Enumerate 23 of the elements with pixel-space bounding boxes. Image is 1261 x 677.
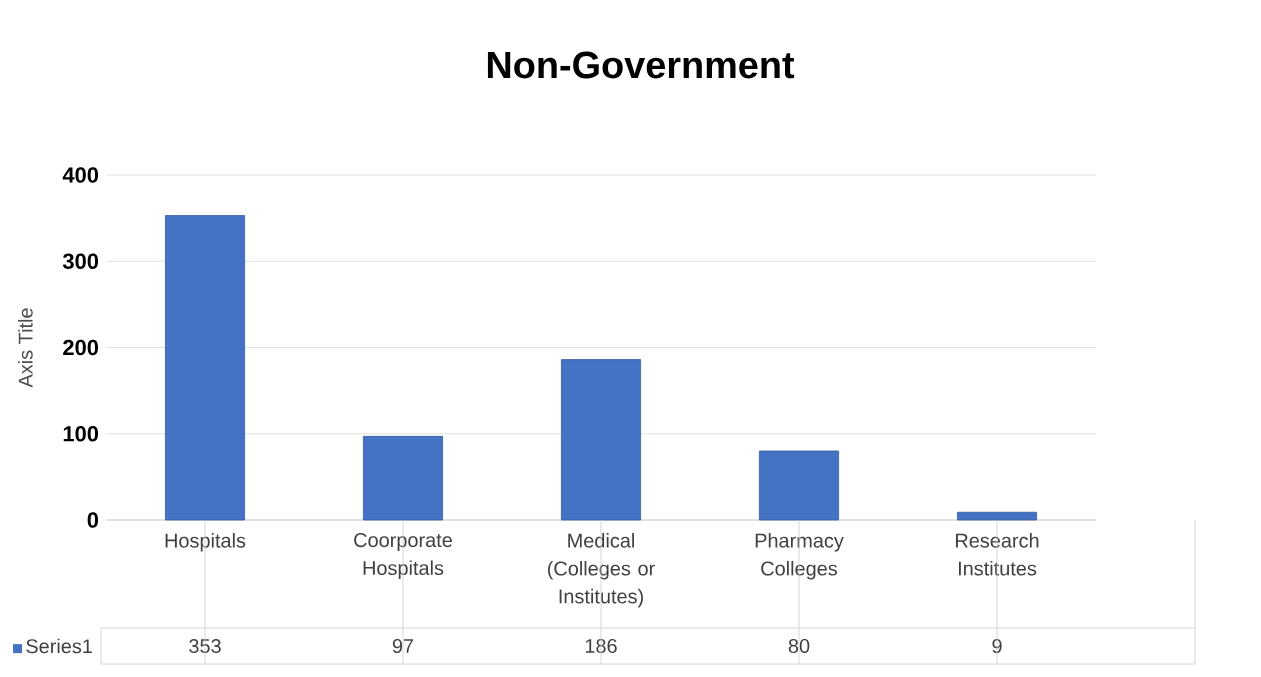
data-label: 9 [992,638,1002,654]
x-tick-label: Research Institutes [955,533,1039,576]
bar [561,359,641,521]
x-tick-label: Pharmacy Colleges [755,533,844,580]
legend-label: Series1 [26,638,92,654]
y-tick-label: 400 [62,167,99,183]
data-label: 97 [392,638,414,654]
y-tick-label: 300 [62,253,99,270]
data-label: 186 [585,638,617,654]
chart-title: Non-Government [487,51,795,79]
y-axis-title: Axis Title [18,308,33,388]
x-tick-label: Hospitals [165,533,246,552]
bar [165,215,245,521]
data-label: 80 [788,638,810,654]
bar [759,450,839,521]
bar [957,511,1037,521]
bar [363,435,443,521]
x-tick-label: Coorporate Hospitals [354,533,452,579]
y-tick-label: 0 [87,512,99,528]
y-tick-label: 100 [63,426,99,442]
y-tick-label: 200 [63,339,99,356]
x-tick-label: Medical (Colleges or Institutes) [547,533,655,608]
data-label: 353 [189,638,221,654]
